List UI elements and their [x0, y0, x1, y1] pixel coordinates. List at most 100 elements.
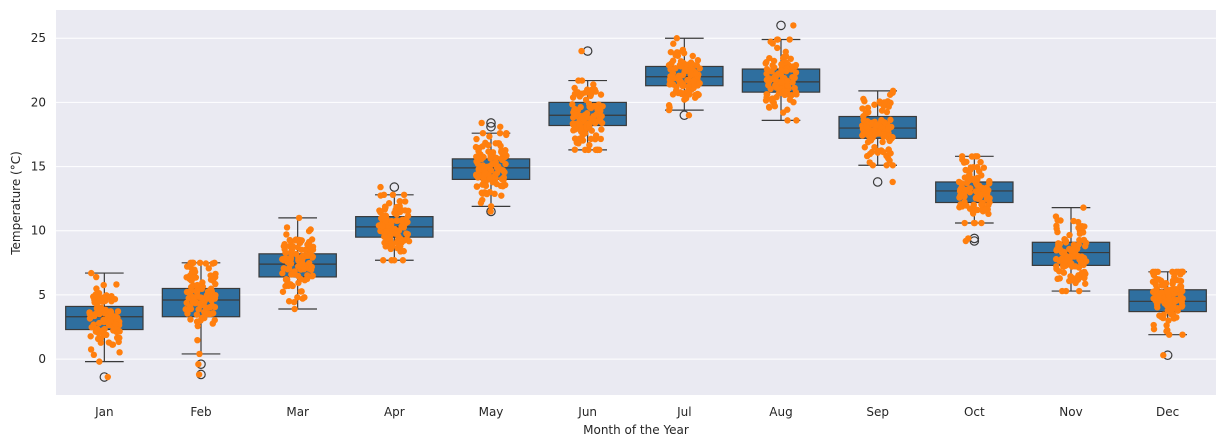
- data-point: [116, 334, 123, 342]
- grid-lines: [56, 37, 1216, 360]
- data-point: [194, 336, 201, 344]
- data-point: [88, 269, 95, 277]
- data-point: [1066, 231, 1073, 239]
- data-point: [1156, 312, 1163, 319]
- data-point: [191, 268, 199, 276]
- data-point: [1163, 328, 1170, 335]
- outlier-point: [486, 118, 496, 128]
- data-point: [676, 61, 684, 69]
- data-point: [106, 308, 113, 315]
- data-point: [863, 152, 871, 160]
- data-point: [889, 87, 897, 95]
- data-point: [376, 207, 383, 214]
- data-point: [1179, 268, 1186, 275]
- data-point: [202, 311, 210, 318]
- data-point: [114, 308, 122, 315]
- x-axis-label: Month of the Year: [583, 423, 689, 437]
- data-point: [665, 106, 673, 114]
- data-point: [597, 91, 605, 98]
- data-point: [207, 272, 214, 279]
- data-point: [569, 94, 577, 101]
- data-point: [487, 208, 494, 215]
- data-point: [487, 203, 495, 210]
- data-point: [889, 178, 896, 186]
- data-point: [400, 224, 408, 231]
- data-point: [307, 226, 314, 233]
- data-point: [87, 346, 95, 353]
- data-point: [391, 209, 398, 217]
- data-point: [1172, 285, 1180, 293]
- data-point: [294, 294, 301, 301]
- data-point: [377, 215, 385, 222]
- data-point: [576, 120, 583, 128]
- data-point: [208, 297, 215, 304]
- data-point: [676, 76, 683, 84]
- data-point: [886, 157, 893, 164]
- data-point: [696, 65, 703, 72]
- data-point: [887, 116, 894, 124]
- data-point: [86, 309, 93, 316]
- data-point: [382, 243, 389, 250]
- data-point: [860, 129, 867, 137]
- data-point: [1081, 223, 1088, 230]
- data-point: [669, 72, 676, 80]
- data-point: [765, 103, 773, 111]
- x-tick-label: Sep: [866, 405, 889, 419]
- x-tick-label: Jul: [676, 405, 691, 419]
- data-point: [112, 321, 119, 328]
- data-point: [694, 57, 702, 64]
- data-point: [863, 123, 870, 130]
- data-point: [298, 237, 305, 244]
- data-point: [307, 243, 315, 250]
- data-point: [572, 126, 579, 133]
- data-point: [765, 82, 772, 89]
- data-point: [477, 199, 485, 207]
- data-point: [377, 183, 384, 191]
- data-point: [869, 162, 877, 169]
- data-point: [769, 97, 776, 105]
- data-point: [696, 80, 703, 87]
- data-point: [1080, 237, 1087, 244]
- data-point: [400, 247, 407, 255]
- data-point: [585, 146, 592, 154]
- data-point: [388, 217, 395, 225]
- data-point: [861, 144, 868, 151]
- x-tick-label: May: [479, 405, 504, 419]
- data-point: [885, 146, 892, 153]
- data-point: [684, 88, 692, 95]
- data-point: [587, 135, 595, 143]
- data-point: [209, 260, 216, 267]
- data-point: [182, 306, 189, 313]
- y-tick-label: 5: [38, 288, 46, 302]
- data-point: [404, 212, 412, 220]
- data-point: [584, 86, 591, 93]
- data-point: [880, 131, 887, 138]
- data-point: [199, 283, 207, 290]
- data-point: [381, 232, 388, 240]
- data-point: [1055, 245, 1062, 252]
- data-point: [1069, 246, 1076, 254]
- data-point: [195, 371, 203, 378]
- data-point: [479, 130, 487, 137]
- outlier-point: [776, 20, 786, 31]
- data-point: [962, 237, 970, 245]
- data-point: [868, 148, 876, 156]
- data-point: [486, 133, 493, 140]
- data-point: [285, 298, 293, 305]
- data-point: [482, 182, 490, 190]
- data-point: [1080, 204, 1087, 211]
- data-point: [590, 81, 597, 88]
- data-point: [304, 275, 311, 283]
- data-point: [1164, 288, 1171, 296]
- data-point: [294, 263, 302, 270]
- data-point: [977, 158, 984, 166]
- data-point: [101, 325, 108, 333]
- data-point: [667, 48, 675, 56]
- data-point: [972, 194, 980, 201]
- data-point: [982, 185, 990, 193]
- data-point: [104, 373, 111, 381]
- data-point: [579, 137, 587, 144]
- data-point: [1080, 261, 1087, 269]
- data-point: [91, 299, 98, 306]
- data-point: [289, 282, 296, 290]
